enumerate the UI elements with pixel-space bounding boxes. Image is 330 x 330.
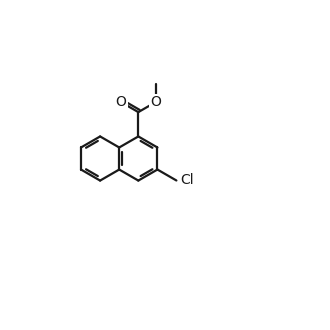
- Text: O: O: [150, 95, 161, 109]
- Text: O: O: [115, 95, 126, 109]
- Text: Cl: Cl: [180, 174, 194, 187]
